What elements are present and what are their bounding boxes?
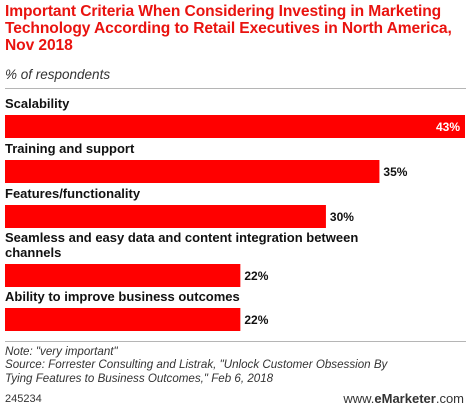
- brand-name: eMarketer: [374, 391, 436, 406]
- bar: [5, 308, 241, 331]
- chart-id: 245234: [5, 393, 42, 405]
- bar: [5, 205, 326, 228]
- value-label: 35%: [383, 165, 407, 179]
- category-label: Training and support: [5, 141, 135, 156]
- value-label: 30%: [330, 210, 354, 224]
- bar: [5, 264, 241, 287]
- bar: [5, 115, 465, 138]
- category-label: Scalability: [5, 96, 70, 111]
- category-label: Seamless and easy data and content integ…: [5, 230, 358, 245]
- chart-notes: Note: "very important" Source: Forrester…: [5, 345, 465, 385]
- value-label: 43%: [436, 120, 460, 134]
- category-label: Features/functionality: [5, 186, 141, 201]
- chart-subtitle: % of respondents: [5, 67, 111, 82]
- category-label: channels: [5, 245, 61, 260]
- emarketer-link[interactable]: www.eMarketer.com: [343, 391, 464, 406]
- brand-prefix: www.: [343, 391, 375, 406]
- bottom-divider: [5, 341, 466, 342]
- top-divider: [5, 88, 466, 89]
- value-label: 22%: [244, 269, 268, 283]
- brand-suffix: .com: [435, 391, 464, 406]
- source-line-2: Tying Features to Business Outcomes," Fe…: [5, 371, 274, 385]
- chart-title: Important Criteria When Considering Inve…: [5, 3, 452, 54]
- value-label: 22%: [244, 313, 268, 327]
- source-line-1: Source: Forrester Consulting and Listrak…: [5, 358, 388, 372]
- bar: [5, 160, 380, 183]
- note-text: Note: "very important": [5, 345, 118, 358]
- category-label: Ability to improve business outcomes: [5, 289, 240, 304]
